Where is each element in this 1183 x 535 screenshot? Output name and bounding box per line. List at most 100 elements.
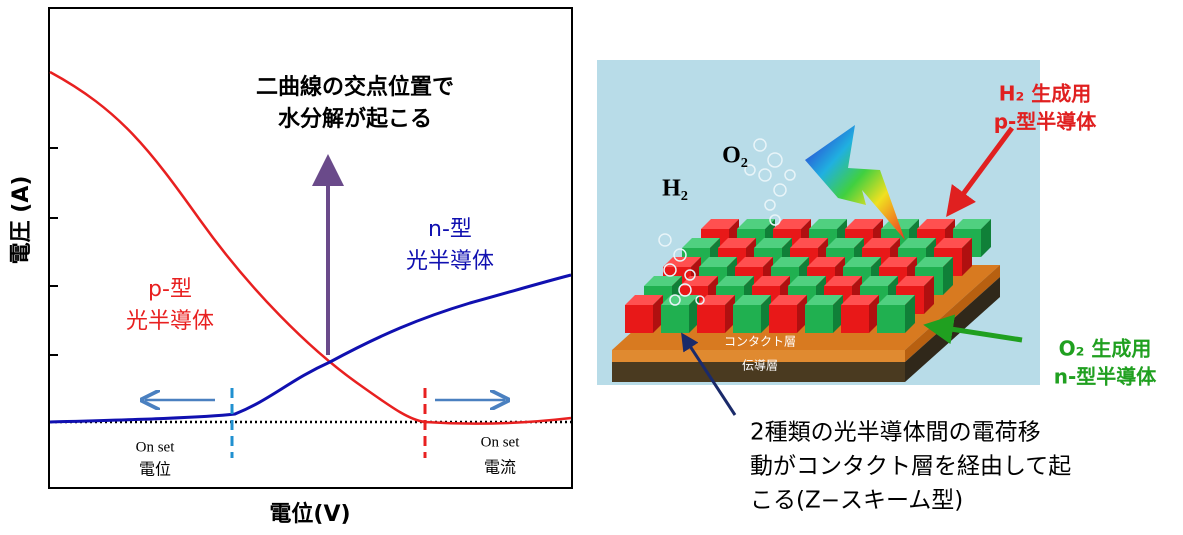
cube-top — [754, 238, 792, 248]
onset-label: 電流 — [484, 458, 516, 477]
cube-side — [981, 219, 991, 257]
y-axis-label: 電圧 (A) — [9, 176, 34, 265]
bubble — [663, 263, 677, 277]
cube — [877, 295, 915, 333]
h2-label: H₂ — [662, 176, 688, 202]
cube-side — [689, 295, 699, 333]
cube-front — [661, 305, 689, 333]
contact-arrow — [681, 332, 737, 416]
description: こる(Z−スキーム型) — [750, 488, 963, 514]
bubble — [669, 294, 681, 306]
cube-top — [917, 219, 955, 229]
cube-side — [869, 295, 879, 333]
cube-top — [680, 276, 718, 286]
n-type-label: O₂ 生成用 — [1059, 337, 1152, 361]
p-type-label: H₂ 生成用 — [999, 82, 1091, 106]
cube-top — [809, 219, 847, 229]
cube-top — [697, 295, 735, 305]
cube-side — [725, 295, 735, 333]
bubble — [784, 169, 796, 181]
cube-top — [824, 276, 862, 286]
bubble — [773, 183, 787, 197]
cube-top — [733, 295, 771, 305]
cube-side — [924, 276, 934, 314]
bubbles — [658, 138, 796, 306]
cube — [697, 295, 735, 333]
cube-top — [934, 238, 972, 248]
cube-top — [845, 219, 883, 229]
right-panel: コンタクト層 伝導層 O₂ H₂ H₂ 生成用 p-型半導体 O₂ 生成用 n-… — [597, 60, 1157, 514]
n-type-arrow — [923, 314, 1023, 345]
left-panel: 電圧 (A) 電位(V) 二曲線の交点位置で 水分解が起こる n-型 光半導体 … — [9, 7, 573, 527]
cube-side — [905, 295, 915, 333]
cube-top — [862, 238, 900, 248]
bubble — [678, 283, 692, 297]
cube-front — [805, 305, 833, 333]
cube-top — [752, 276, 790, 286]
bubble — [744, 164, 756, 176]
cube-top — [879, 257, 917, 267]
cube-side — [797, 295, 807, 333]
annotation: 水分解が起こる — [278, 106, 432, 132]
p-type-label: p-型 — [148, 277, 192, 302]
bubble — [764, 199, 776, 211]
bubble — [767, 152, 783, 168]
cube-top — [843, 257, 881, 267]
cube-top — [807, 257, 845, 267]
cube-top — [682, 238, 720, 248]
cube-front — [877, 305, 905, 333]
cube-top — [860, 276, 898, 286]
cube-front — [697, 305, 725, 333]
cube-front — [733, 305, 761, 333]
bubble — [769, 214, 781, 226]
conduction-layer — [612, 362, 905, 382]
axis-ticks — [49, 147, 58, 356]
light-bolt — [805, 125, 905, 240]
p-type-curve — [49, 70, 572, 425]
onset-label: On set — [136, 439, 176, 455]
bubble — [673, 248, 687, 262]
cube-side — [653, 295, 663, 333]
p-type-label: p-型半導体 — [994, 110, 1098, 134]
cube-front — [769, 305, 797, 333]
contact-layer — [612, 350, 905, 362]
cube-top — [771, 257, 809, 267]
cube-top — [644, 276, 682, 286]
onset-label: 電位 — [139, 460, 171, 479]
cube-top — [805, 295, 843, 305]
n-type-label: n-型 — [428, 217, 472, 242]
p-type-label: 光半導体 — [126, 309, 214, 334]
cube-top — [716, 276, 754, 286]
cube — [625, 295, 663, 333]
contact-layer-label: コンタクト層 — [724, 335, 796, 349]
cube-top — [788, 276, 826, 286]
cube — [733, 295, 771, 333]
cube — [769, 295, 807, 333]
onset-label: On set — [481, 434, 521, 450]
description: 2種類の光半導体間の電荷移 — [750, 420, 1041, 446]
cube-side — [833, 295, 843, 333]
cube-top — [826, 238, 864, 248]
conduction-layer-label: 伝導層 — [742, 359, 778, 373]
cube-top — [735, 257, 773, 267]
o2-label: O₂ — [722, 143, 748, 169]
cube-side — [962, 238, 972, 276]
bubble — [658, 233, 672, 247]
description: 動がコンタクト層を経由して起 — [750, 454, 1071, 480]
cube — [841, 295, 879, 333]
plot-frame — [48, 7, 573, 489]
cube-top — [737, 219, 775, 229]
bubble — [684, 269, 696, 281]
cube-top — [915, 257, 953, 267]
cube-array — [625, 219, 991, 333]
bubble — [753, 138, 767, 152]
cube-top — [773, 219, 811, 229]
bubble — [758, 168, 772, 182]
cube-top — [877, 295, 915, 305]
cube — [805, 295, 843, 333]
cube-top — [896, 276, 934, 286]
cube-top — [953, 219, 991, 229]
cube-front — [841, 305, 869, 333]
cube-front — [625, 305, 653, 333]
